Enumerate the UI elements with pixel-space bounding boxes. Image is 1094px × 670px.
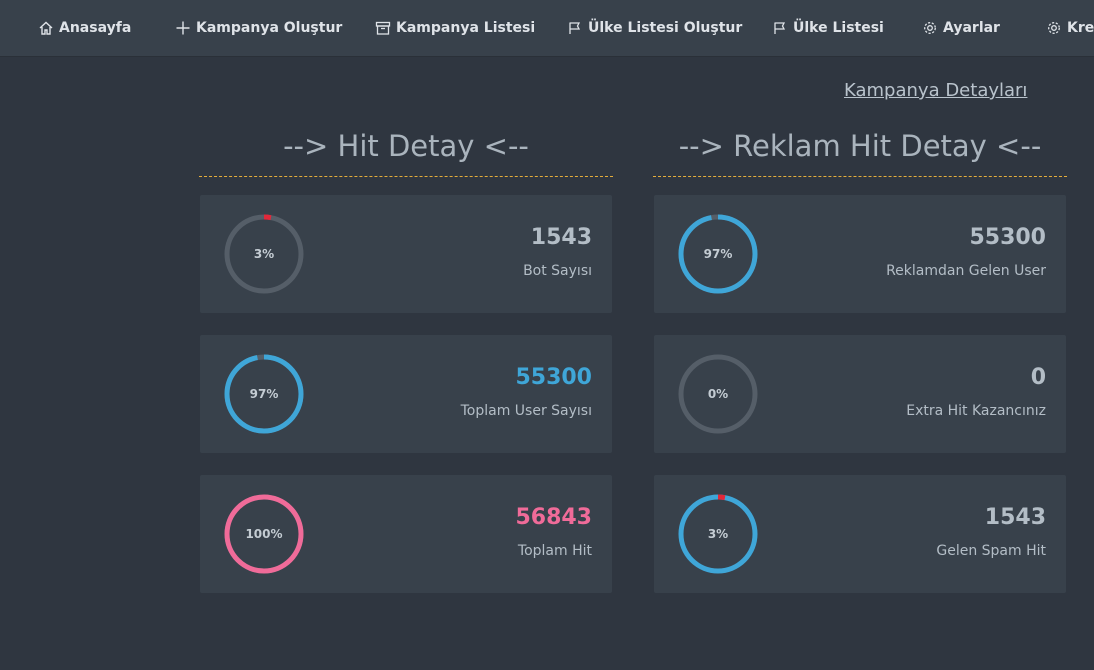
progress-ring: 97% <box>224 354 304 434</box>
hit-detail-title: --> Hit Detay <-- <box>283 129 529 163</box>
stat-value: 55300 <box>515 365 592 390</box>
plus-icon <box>175 20 191 36</box>
nav-item-label: Ülke Listesi Oluştur <box>588 20 743 36</box>
campaign-details-link[interactable]: Kampanya Detayları <box>844 80 1028 101</box>
nav-item-settings[interactable]: Ayarlar <box>922 0 1000 56</box>
home-icon <box>38 20 54 36</box>
nav-item-label: Kampanya Listesi <box>396 20 536 36</box>
nav-item-country-list[interactable]: Ülke Listesi <box>772 0 884 56</box>
progress-percent: 100% <box>245 527 283 541</box>
stat-label: Extra Hit Kazancınız <box>906 403 1046 419</box>
nav-item-label: Kampanya Oluştur <box>196 20 343 36</box>
bot-count-card: 3% 1543 Bot Sayısı <box>200 195 612 313</box>
flag-icon <box>567 20 583 36</box>
stat-value: 1543 <box>984 505 1046 530</box>
nav-item-home[interactable]: Anasayfa <box>38 0 131 56</box>
top-navbar: Anasayfa Kampanya Oluştur Kampanya Liste… <box>0 0 1094 57</box>
gear-icon <box>922 20 938 36</box>
progress-percent: 97% <box>249 387 279 401</box>
progress-percent: 0% <box>707 387 729 401</box>
gear-icon <box>1046 20 1062 36</box>
progress-ring: 100% <box>224 494 304 574</box>
flag-icon <box>772 20 788 36</box>
hit-detail-divider <box>199 176 613 177</box>
ad-hit-detail-divider <box>653 176 1067 177</box>
stat-label: Gelen Spam Hit <box>936 543 1046 559</box>
nav-item-create-campaign[interactable]: Kampanya Oluştur <box>175 0 342 56</box>
ad-user-card: 97% 55300 Reklamdan Gelen User <box>654 195 1066 313</box>
nav-item-create-country-list[interactable]: Ülke Listesi Oluştur <box>567 0 742 56</box>
progress-percent: 97% <box>703 247 733 261</box>
progress-ring: 3% <box>224 214 304 294</box>
nav-item-label: Kredi <box>1067 20 1094 36</box>
total-hit-card: 100% 56843 Toplam Hit <box>200 475 612 593</box>
stat-label: Toplam Hit <box>517 543 592 559</box>
progress-percent: 3% <box>707 527 729 541</box>
stat-value: 0 <box>1030 365 1046 390</box>
nav-item-campaign-list[interactable]: Kampanya Listesi <box>375 0 535 56</box>
progress-ring: 97% <box>678 214 758 294</box>
stat-value: 56843 <box>515 505 592 530</box>
ad-hit-detail-title: --> Reklam Hit Detay <-- <box>678 129 1042 163</box>
nav-item-credit[interactable]: Kredi <box>1046 0 1094 56</box>
progress-ring: 0% <box>678 354 758 434</box>
stat-label: Bot Sayısı <box>523 263 592 279</box>
progress-ring: 3% <box>678 494 758 574</box>
total-user-card: 97% 55300 Toplam User Sayısı <box>200 335 612 453</box>
progress-percent: 3% <box>253 247 275 261</box>
archive-icon <box>375 20 391 36</box>
nav-item-label: Ülke Listesi <box>793 20 884 36</box>
nav-item-label: Ayarlar <box>943 20 1000 36</box>
extra-hit-card: 0% 0 Extra Hit Kazancınız <box>654 335 1066 453</box>
stat-label: Toplam User Sayısı <box>460 403 592 419</box>
stat-value: 1543 <box>530 225 592 250</box>
nav-item-label: Anasayfa <box>59 20 132 36</box>
stat-label: Reklamdan Gelen User <box>886 263 1046 279</box>
spam-hit-card: 3% 1543 Gelen Spam Hit <box>654 475 1066 593</box>
stat-value: 55300 <box>969 225 1046 250</box>
